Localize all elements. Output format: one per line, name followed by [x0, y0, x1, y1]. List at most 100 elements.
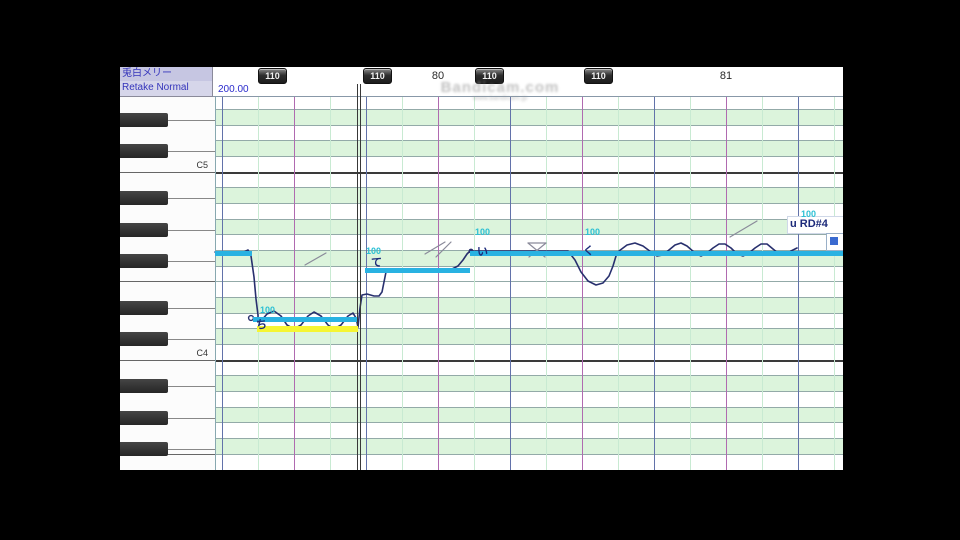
beat-line	[366, 97, 367, 470]
grid-row-sharp	[216, 109, 843, 125]
lyric-edit-box[interactable]	[826, 233, 843, 251]
beat-line	[510, 97, 511, 470]
piano-black-key[interactable]	[120, 379, 168, 394]
black-key-guide-line	[168, 120, 215, 121]
measure-number: 81	[719, 70, 733, 82]
overlay-badge: 110	[363, 68, 392, 84]
velocity-label: 100	[475, 227, 491, 237]
note-bar[interactable]	[581, 251, 797, 256]
row-line	[216, 406, 843, 408]
white-key-separator	[120, 171, 215, 173]
black-key-guide-line	[168, 198, 215, 200]
grid-row-sharp	[216, 406, 843, 423]
subbeat-line	[474, 97, 475, 470]
note-bar[interactable]	[470, 251, 581, 256]
velocity-label: 100	[260, 305, 276, 315]
beat-line	[654, 97, 655, 470]
overlay-badge: 110	[475, 68, 504, 84]
subbeat-line	[690, 97, 691, 470]
subbeat-line	[618, 97, 619, 470]
overlay-badge: 110	[584, 68, 613, 84]
subbeat-line	[258, 97, 259, 470]
tempo-value[interactable]: 200.00	[218, 84, 249, 95]
white-key-separator	[120, 281, 215, 283]
row-line	[216, 297, 843, 298]
beat-line	[438, 97, 439, 470]
piano-black-key[interactable]	[120, 332, 168, 347]
velocity-label: 100	[801, 209, 817, 219]
row-line	[216, 344, 843, 345]
row-line	[216, 438, 843, 439]
black-key-guide-line	[168, 449, 215, 450]
overlay-badge: 110	[258, 68, 287, 84]
track-mode: Retake Normal	[122, 82, 189, 93]
grid-row-sharp	[216, 140, 843, 156]
row-line	[216, 265, 843, 267]
row-line	[216, 203, 843, 204]
subbeat-line	[834, 97, 835, 470]
piano-roll-grid[interactable]	[215, 97, 843, 470]
beat-line	[726, 97, 727, 470]
black-key-guide-line	[168, 417, 215, 419]
piano-black-key[interactable]	[120, 191, 168, 206]
utau-editor-window: C5 C4 80 81 110 110 110 110 兎白メリー Retake Norma…	[120, 67, 843, 470]
row-line	[216, 281, 843, 283]
subbeat-line	[402, 97, 403, 470]
row-line	[216, 375, 843, 377]
black-key-guide-line	[168, 261, 215, 262]
piano-black-key[interactable]	[120, 113, 168, 127]
row-line	[216, 109, 843, 110]
playhead-cursor[interactable]	[357, 84, 361, 470]
piano-black-key[interactable]	[120, 410, 168, 425]
black-key-guide-line	[168, 229, 215, 231]
row-line	[216, 140, 843, 142]
note-lyric[interactable]: く	[583, 245, 594, 257]
row-line	[216, 391, 843, 392]
beat-line	[582, 97, 583, 470]
octave-line	[216, 171, 843, 174]
subbeat-line	[762, 97, 763, 470]
piano-black-key[interactable]	[120, 301, 168, 315]
row-line	[216, 453, 843, 455]
row-line	[216, 156, 843, 157]
octave-line	[216, 359, 843, 362]
note-bar[interactable]	[215, 251, 252, 256]
piano-keyboard[interactable]: C5 C4	[120, 97, 215, 470]
grid-row-sharp	[216, 438, 843, 454]
octave-label-c5: C5	[196, 160, 208, 170]
track-name: 兎白メリー	[120, 67, 212, 81]
velocity-label: 100	[585, 227, 601, 237]
note-lyric[interactable]: い	[477, 246, 488, 258]
subbeat-line	[546, 97, 547, 470]
row-line	[216, 124, 843, 126]
beat-line	[294, 97, 295, 470]
velocity-label: 100	[366, 246, 382, 256]
piano-black-key[interactable]	[120, 254, 168, 268]
black-key-guide-line	[168, 386, 215, 388]
note-bar[interactable]	[253, 317, 357, 322]
piano-black-key[interactable]	[120, 442, 168, 456]
row-line	[216, 234, 843, 236]
piano-black-key[interactable]	[120, 144, 168, 159]
measure-ruler[interactable]: 80 81 110 110 110 110	[213, 67, 843, 97]
piano-black-key[interactable]	[120, 222, 168, 237]
note-alias-tooltip: u RD#4	[787, 216, 843, 234]
note-bar[interactable]	[365, 268, 470, 273]
subbeat-line	[330, 97, 331, 470]
track-info-panel[interactable]: 兎白メリー Retake Normal	[120, 67, 213, 97]
grid-row-sharp	[216, 187, 843, 203]
row-line	[216, 218, 843, 220]
octave-label-c4: C4	[196, 348, 208, 358]
white-key-separator	[120, 359, 215, 361]
grid-row-sharp	[216, 328, 843, 344]
black-key-guide-line	[168, 339, 215, 341]
black-key-guide-line	[168, 151, 215, 153]
note-lyric[interactable]: て	[371, 257, 382, 269]
note-bar[interactable]	[797, 251, 843, 256]
note-lyric[interactable]: ち	[256, 319, 267, 331]
row-line	[216, 187, 843, 189]
beat-line	[222, 97, 223, 470]
grid-row-sharp	[216, 218, 843, 235]
selected-note-highlight	[257, 326, 358, 332]
